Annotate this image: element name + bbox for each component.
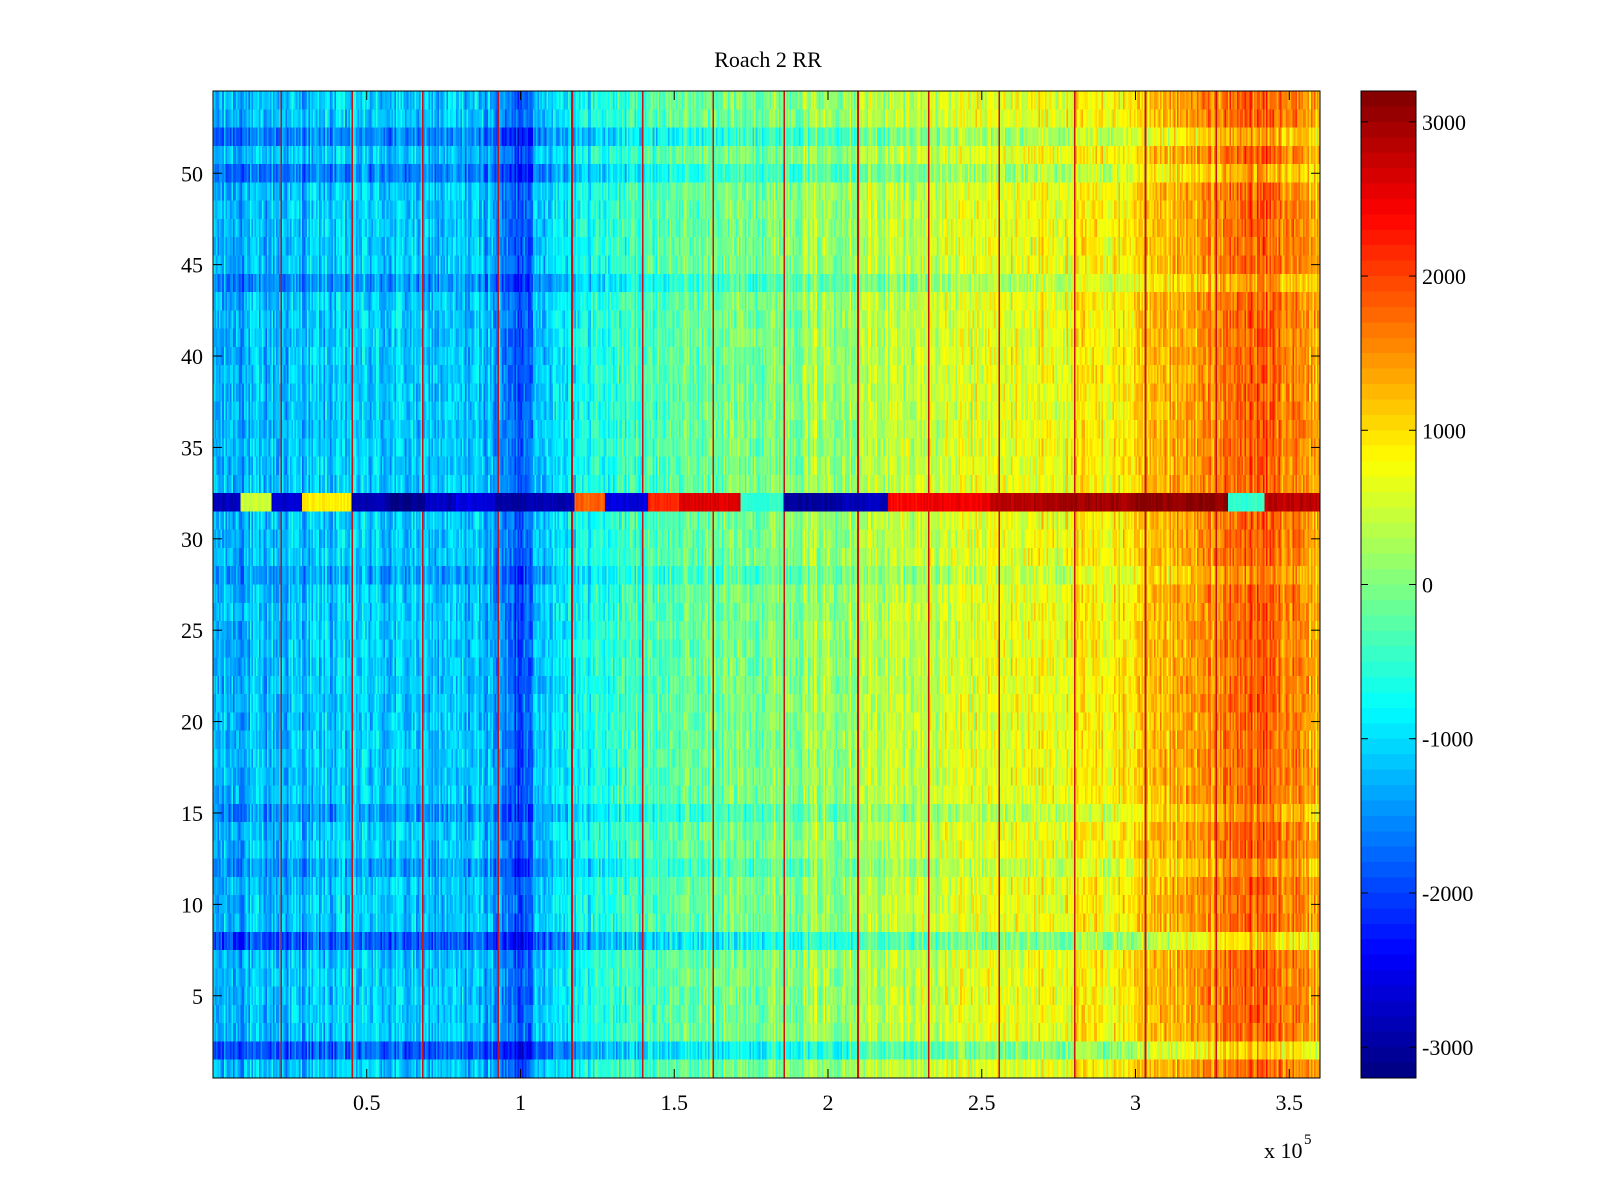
chart-title: Roach 2 RR: [714, 47, 822, 72]
x-axis-exponent: x 10 5: [1264, 1132, 1312, 1163]
x-exponent-power: 5: [1304, 1132, 1312, 1148]
y-tick-label: 20: [181, 710, 203, 735]
colorbar-tick-label: 1000: [1422, 418, 1466, 443]
colorbar-tick-label: 2000: [1422, 264, 1466, 289]
y-tick-label: 15: [181, 801, 203, 826]
x-tick-label: 1.5: [661, 1090, 689, 1115]
y-tick-label: 40: [181, 344, 203, 369]
x-tick-label: 0.5: [353, 1090, 381, 1115]
x-tick-label: 2.5: [968, 1090, 996, 1115]
y-tick-label: 50: [181, 161, 203, 186]
plot-frame: [212, 90, 1321, 1079]
x-tick-label: 3.5: [1276, 1090, 1304, 1115]
colorbar-tick-label: -3000: [1422, 1035, 1473, 1060]
colorbar-tick-label: -2000: [1422, 881, 1473, 906]
y-axis: 5 10 15 20 25 30 35 40 45 50: [181, 161, 1320, 1009]
x-axis: 0.5 1 1.5 2 2.5 3 3.5: [353, 91, 1303, 1115]
colorbar-gradient: [1361, 91, 1416, 1078]
y-tick-label: 35: [181, 435, 203, 460]
heatmap-plot-area: [212, 90, 1321, 1079]
y-tick-label: 30: [181, 527, 203, 552]
x-tick-label: 3: [1130, 1090, 1141, 1115]
colorbar-tick-label: 0: [1422, 573, 1433, 598]
y-tick-label: 10: [181, 892, 203, 917]
x-exponent-base: x 10: [1264, 1138, 1303, 1163]
colorbar-tick-label: -1000: [1422, 727, 1473, 752]
colorbar: -3000 -2000 -1000 0 1000 2000 3000: [1360, 90, 1473, 1079]
colorbar-tick-label: 3000: [1422, 110, 1466, 135]
heatmap-cells: [213, 91, 1320, 1078]
colorbar-ticks: -3000 -2000 -1000 0 1000 2000 3000: [1361, 110, 1473, 1060]
x-tick-label: 2: [823, 1090, 834, 1115]
x-tick-label: 1: [515, 1090, 526, 1115]
y-tick-label: 45: [181, 253, 203, 278]
y-tick-label: 25: [181, 618, 203, 643]
y-tick-label: 5: [192, 984, 203, 1009]
